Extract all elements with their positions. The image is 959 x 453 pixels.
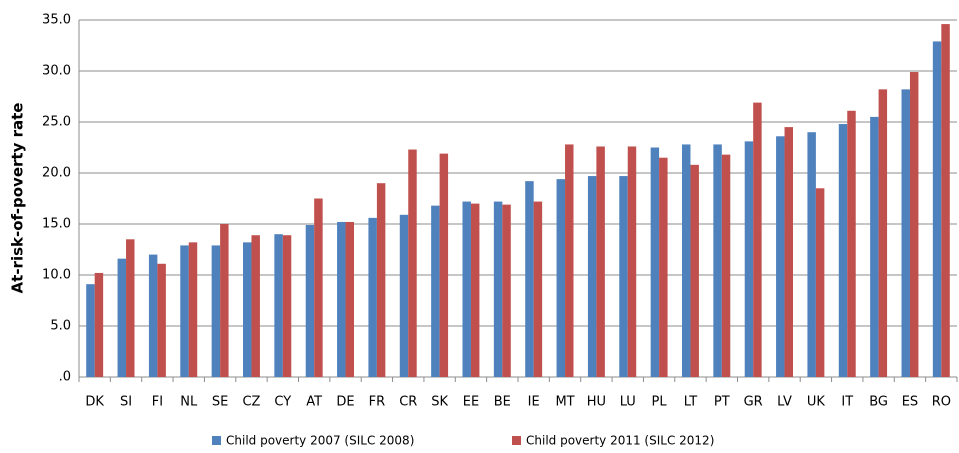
bar [753, 102, 762, 378]
x-tick-label: IT [841, 395, 853, 410]
bar [431, 205, 440, 377]
bar [220, 224, 229, 377]
bar [211, 245, 221, 377]
x-tick-label: PT [714, 395, 730, 410]
bar [776, 136, 785, 377]
x-tick-label: LU [620, 395, 636, 410]
x-tick-label: EE [463, 395, 479, 410]
x-tick-label: FI [152, 395, 163, 410]
x-tick-label: ES [902, 395, 918, 410]
bar [148, 254, 158, 377]
x-tick-label: LT [684, 395, 697, 410]
bar [556, 179, 566, 377]
bar [274, 234, 283, 377]
bar [462, 201, 471, 377]
bar [565, 144, 574, 377]
bar [847, 110, 856, 377]
x-tick-label: BE [494, 395, 511, 410]
bar [932, 41, 942, 378]
y-tick-label: 5.0 [50, 319, 71, 334]
bar [901, 89, 910, 378]
y-axis-title: At-risk-of-poverty rate [9, 103, 27, 294]
bar [376, 183, 386, 377]
x-tick-label: GR [744, 395, 763, 410]
bar [126, 239, 135, 377]
y-tick-label: 15.0 [42, 217, 71, 232]
bar [909, 72, 919, 378]
bar [690, 164, 699, 377]
x-tick-label: SE [212, 395, 228, 410]
y-tick-label: 10.0 [42, 268, 71, 283]
x-tick-label: DK [85, 395, 104, 410]
bar [650, 147, 660, 377]
bar [941, 24, 950, 378]
bar [493, 201, 503, 377]
bar [157, 263, 166, 377]
bar [721, 154, 731, 377]
x-tick-label: PL [652, 395, 668, 410]
x-tick-label: LV [777, 395, 792, 410]
x-tick-label: MT [555, 395, 574, 410]
bar [117, 258, 127, 377]
x-tick-label: RO [932, 395, 951, 410]
bar [838, 124, 848, 377]
x-tick-label: CZ [242, 395, 260, 410]
bar [242, 242, 252, 377]
bar [368, 217, 377, 377]
bar [870, 116, 879, 378]
y-tick-label: 30.0 [42, 64, 71, 79]
x-tick-label: NL [180, 395, 198, 410]
legend-swatch [512, 436, 521, 445]
x-tick-label: BG [869, 395, 888, 410]
bar [744, 141, 754, 377]
x-tick-label: UK [807, 395, 826, 410]
bar [439, 153, 449, 377]
bar [587, 176, 597, 377]
bar [878, 89, 888, 378]
legend-label: Child poverty 2011 (SILC 2012) [526, 434, 714, 448]
bar [533, 201, 543, 377]
bar [659, 157, 668, 377]
bar [282, 235, 292, 377]
bar [619, 176, 628, 377]
bar [713, 144, 722, 377]
bar [784, 127, 794, 377]
x-tick-label: CR [399, 395, 417, 410]
bar [807, 132, 816, 377]
y-tick-label: 25.0 [42, 115, 71, 130]
bar [470, 203, 480, 377]
bar [180, 245, 189, 377]
bar [627, 146, 637, 377]
bar [596, 146, 605, 377]
bar [502, 204, 511, 377]
y-tick-label: 20.0 [42, 166, 71, 181]
bar [525, 181, 534, 377]
bar [815, 188, 825, 377]
bar [681, 144, 691, 377]
bar [94, 272, 104, 377]
bar [86, 284, 95, 377]
x-tick-label: SK [431, 395, 448, 410]
x-tick-label: SI [120, 395, 132, 410]
legend-label: Child poverty 2007 (SILC 2008) [226, 434, 414, 448]
y-tick-label: 35.0 [42, 13, 71, 28]
bar [188, 242, 198, 377]
x-tick-label: CY [274, 395, 291, 410]
x-tick-label: DE [336, 395, 354, 410]
bar [305, 225, 315, 377]
bar [408, 149, 417, 377]
legend-swatch [212, 436, 221, 445]
bar [399, 214, 409, 377]
bar [314, 198, 323, 377]
x-tick-label: FR [369, 395, 386, 410]
x-tick-label: HU [587, 395, 606, 410]
x-tick-label: AT [306, 395, 322, 410]
bar [251, 235, 260, 377]
y-tick-label: .0 [59, 370, 71, 385]
x-tick-label: IE [528, 395, 540, 410]
bar [345, 221, 355, 377]
bar [337, 221, 346, 377]
